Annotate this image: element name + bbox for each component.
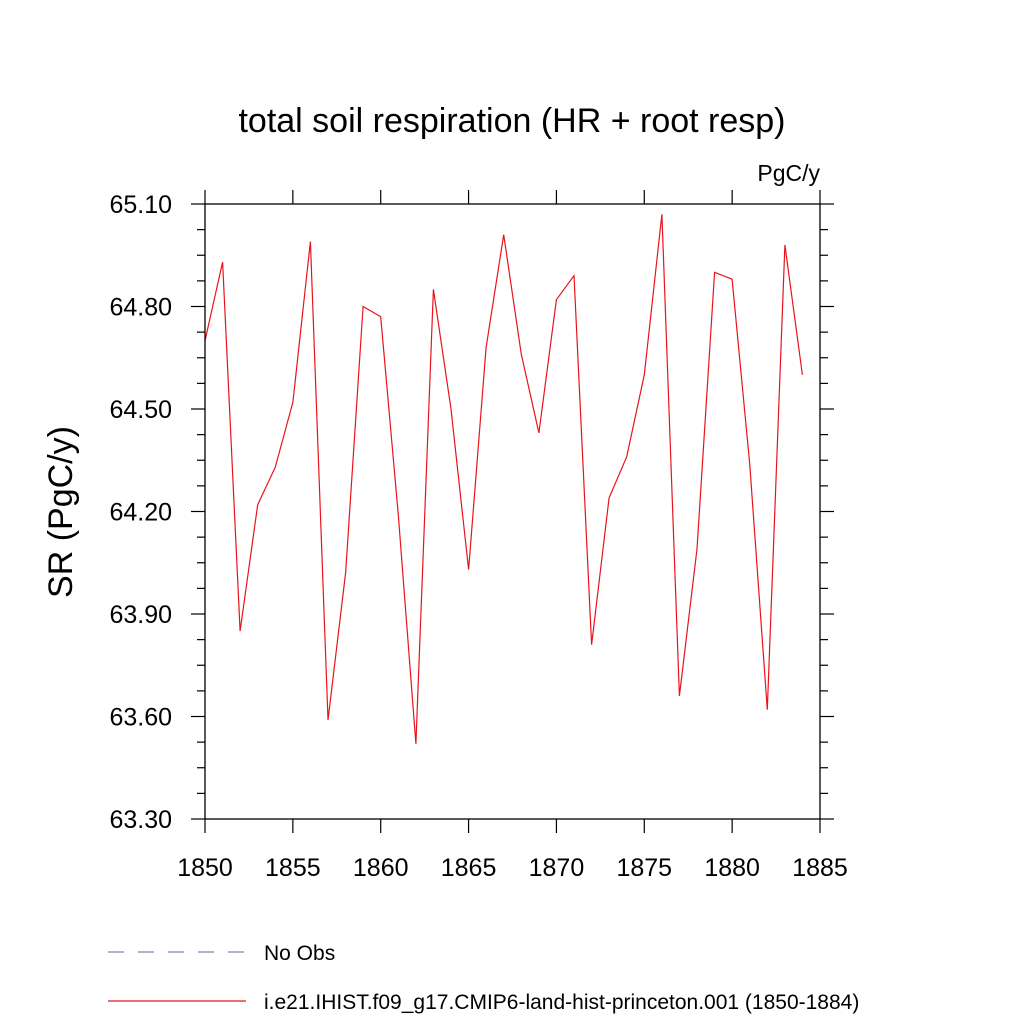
y-axis-label: SR (PgC/y) (42, 426, 80, 598)
x-tick-label: 1870 (529, 854, 585, 882)
x-tick-label: 1885 (792, 854, 848, 882)
y-tick-label: 64.80 (109, 294, 172, 322)
legend-label: No Obs (264, 942, 335, 965)
chart-title: total soil respiration (HR + root resp) (238, 102, 785, 140)
plot-frame (204, 203, 821, 820)
series-line (204, 214, 803, 744)
axis-ticks (191, 190, 834, 833)
y-tick-label: 63.90 (109, 601, 172, 629)
x-tick-label: 1860 (353, 854, 409, 882)
legend: No Obs i.e21.IHIST.f09_g17.CMIP6-land-his… (108, 942, 859, 1014)
x-tick-label: 1875 (616, 854, 672, 882)
y-tick-label: 64.20 (109, 499, 172, 527)
x-tick-label: 1850 (177, 854, 233, 882)
y-tick-label: 63.60 (109, 704, 172, 732)
y-tick-label: 63.30 (109, 806, 172, 834)
x-tick-label: 1855 (265, 854, 321, 882)
legend-label: i.e21.IHIST.f09_g17.CMIP6-land-hist-prin… (264, 991, 859, 1014)
tick-labels: 1850 1855 1860 1865 1870 1875 1880 1885 63.30 63.… (109, 191, 847, 882)
data-series (204, 214, 803, 744)
x-tick-label: 1865 (441, 854, 497, 882)
y-tick-label: 65.10 (109, 191, 172, 219)
y-tick-label: 64.50 (109, 396, 172, 424)
units-label: PgC/y (757, 160, 820, 186)
x-tick-label: 1880 (704, 854, 760, 882)
